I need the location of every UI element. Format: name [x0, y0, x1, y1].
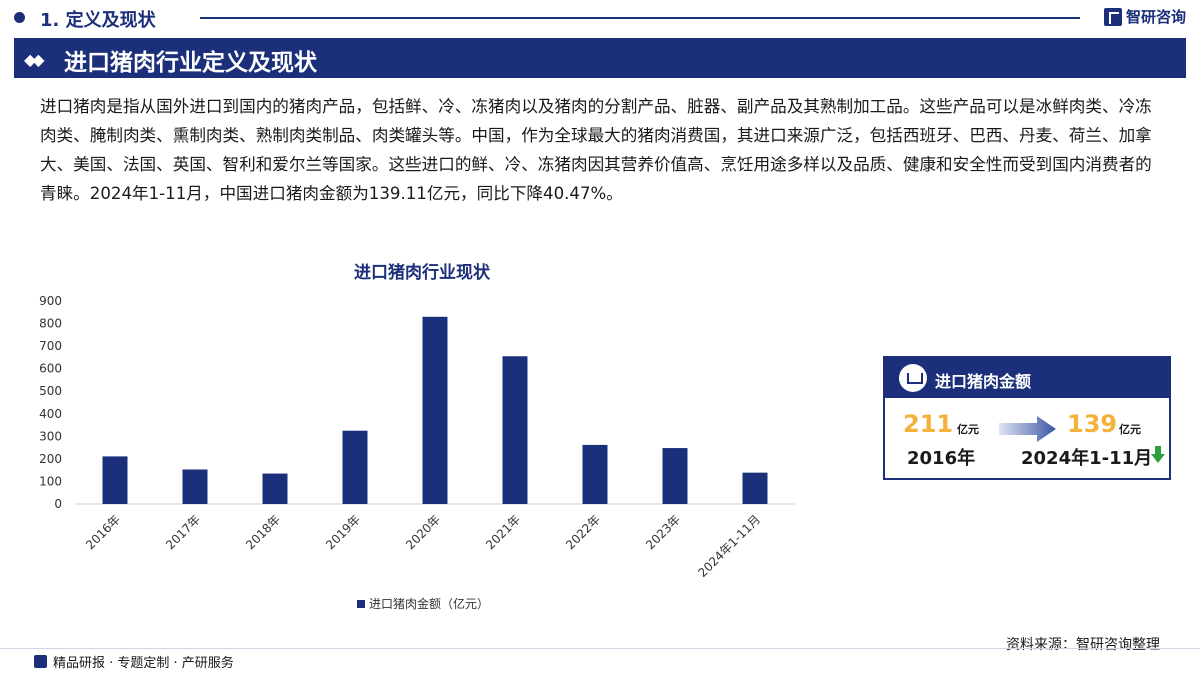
x-axis: 2016年 2017年 2018年 2019年 2020年 2021年 2022年 2023年…	[83, 512, 763, 580]
bar	[262, 473, 288, 504]
bar	[742, 472, 768, 504]
y-tick-label: 0	[54, 497, 62, 511]
x-tick-label: 2017年	[163, 512, 203, 552]
brand: 智研咨询	[1103, 6, 1186, 27]
x-tick-label: 2021年	[483, 512, 523, 552]
x-tick-label: 2019年	[323, 512, 363, 552]
right-value: 139	[1067, 410, 1118, 438]
y-tick-label: 200	[39, 452, 62, 466]
arrow-down-icon	[1151, 446, 1165, 463]
footer-divider	[0, 648, 1200, 649]
bar	[102, 456, 128, 504]
x-tick-label: 2018年	[243, 512, 283, 552]
y-tick-label: 800	[39, 317, 62, 331]
x-tick-label: 2022年	[563, 512, 603, 552]
card-header: 进口猪肉金额	[885, 358, 1169, 398]
y-tick-label: 600	[39, 362, 62, 376]
x-tick-label: 2020年	[403, 512, 443, 552]
brand-logo-icon	[1103, 7, 1122, 26]
bar	[662, 448, 688, 504]
summary-card: 进口猪肉金额 211 亿元 2016年 139 亿元 2024年1-11月	[883, 356, 1171, 480]
bar	[582, 444, 608, 504]
legend: 进口猪肉金额（亿元）	[357, 596, 489, 611]
y-tick-label: 300	[39, 429, 62, 443]
legend-swatch	[357, 600, 365, 608]
arrow-right-icon	[999, 416, 1056, 442]
bar	[342, 430, 368, 504]
footer-logo-icon	[34, 655, 47, 668]
footer: 精品研报 · 专题定制 · 产研服务	[34, 652, 234, 671]
left-period: 2016年	[907, 448, 976, 469]
diamond-icon: ◆◆	[24, 50, 45, 69]
source-note: 资料来源：智研咨询整理	[1006, 637, 1160, 653]
bar	[182, 469, 208, 504]
bar-series	[102, 316, 768, 504]
bar	[502, 356, 528, 504]
card-title: 进口猪肉金额	[935, 372, 1032, 391]
legend-label: 进口猪肉金额（亿元）	[369, 596, 489, 611]
right-unit: 亿元	[1119, 423, 1141, 436]
title-banner: ◆◆ 进口猪肉行业定义及现状	[14, 38, 1186, 78]
chart-title: 进口猪肉行业现状	[354, 262, 491, 283]
banner-title: 进口猪肉行业定义及现状	[64, 50, 317, 76]
chart-icon	[899, 364, 927, 392]
x-tick-label: 2016年	[83, 512, 123, 552]
intro-paragraph: 进口猪肉是指从国外进口到国内的猪肉产品，包括鲜、冷、冻猪肉以及猪肉的分割产品、脏…	[40, 97, 1152, 203]
left-value: 211	[903, 410, 954, 438]
bar-chart: 进口猪肉行业现状 0 100 200 300 400 500 600 700 800 900 20…	[39, 262, 795, 611]
x-tick-label: 2023年	[643, 512, 683, 552]
section-title: 1. 定义及现状	[40, 10, 156, 31]
footer-text: 精品研报 · 专题定制 · 产研服务	[53, 656, 234, 671]
bar	[422, 316, 448, 504]
y-tick-label: 500	[39, 384, 62, 398]
y-tick-label: 700	[39, 339, 62, 353]
x-tick-label: 2024年1-11月	[695, 512, 763, 580]
bullet-dot-icon	[14, 12, 25, 23]
y-tick-label: 900	[39, 294, 62, 308]
brand-name: 智研咨询	[1125, 8, 1186, 26]
y-tick-label: 400	[39, 407, 62, 421]
header-divider	[200, 17, 1080, 19]
y-tick-label: 100	[39, 474, 62, 488]
left-unit: 亿元	[957, 423, 979, 436]
top-bar: 1. 定义及现状 智研咨询	[0, 0, 1200, 36]
right-period: 2024年1-11月	[1021, 448, 1153, 469]
